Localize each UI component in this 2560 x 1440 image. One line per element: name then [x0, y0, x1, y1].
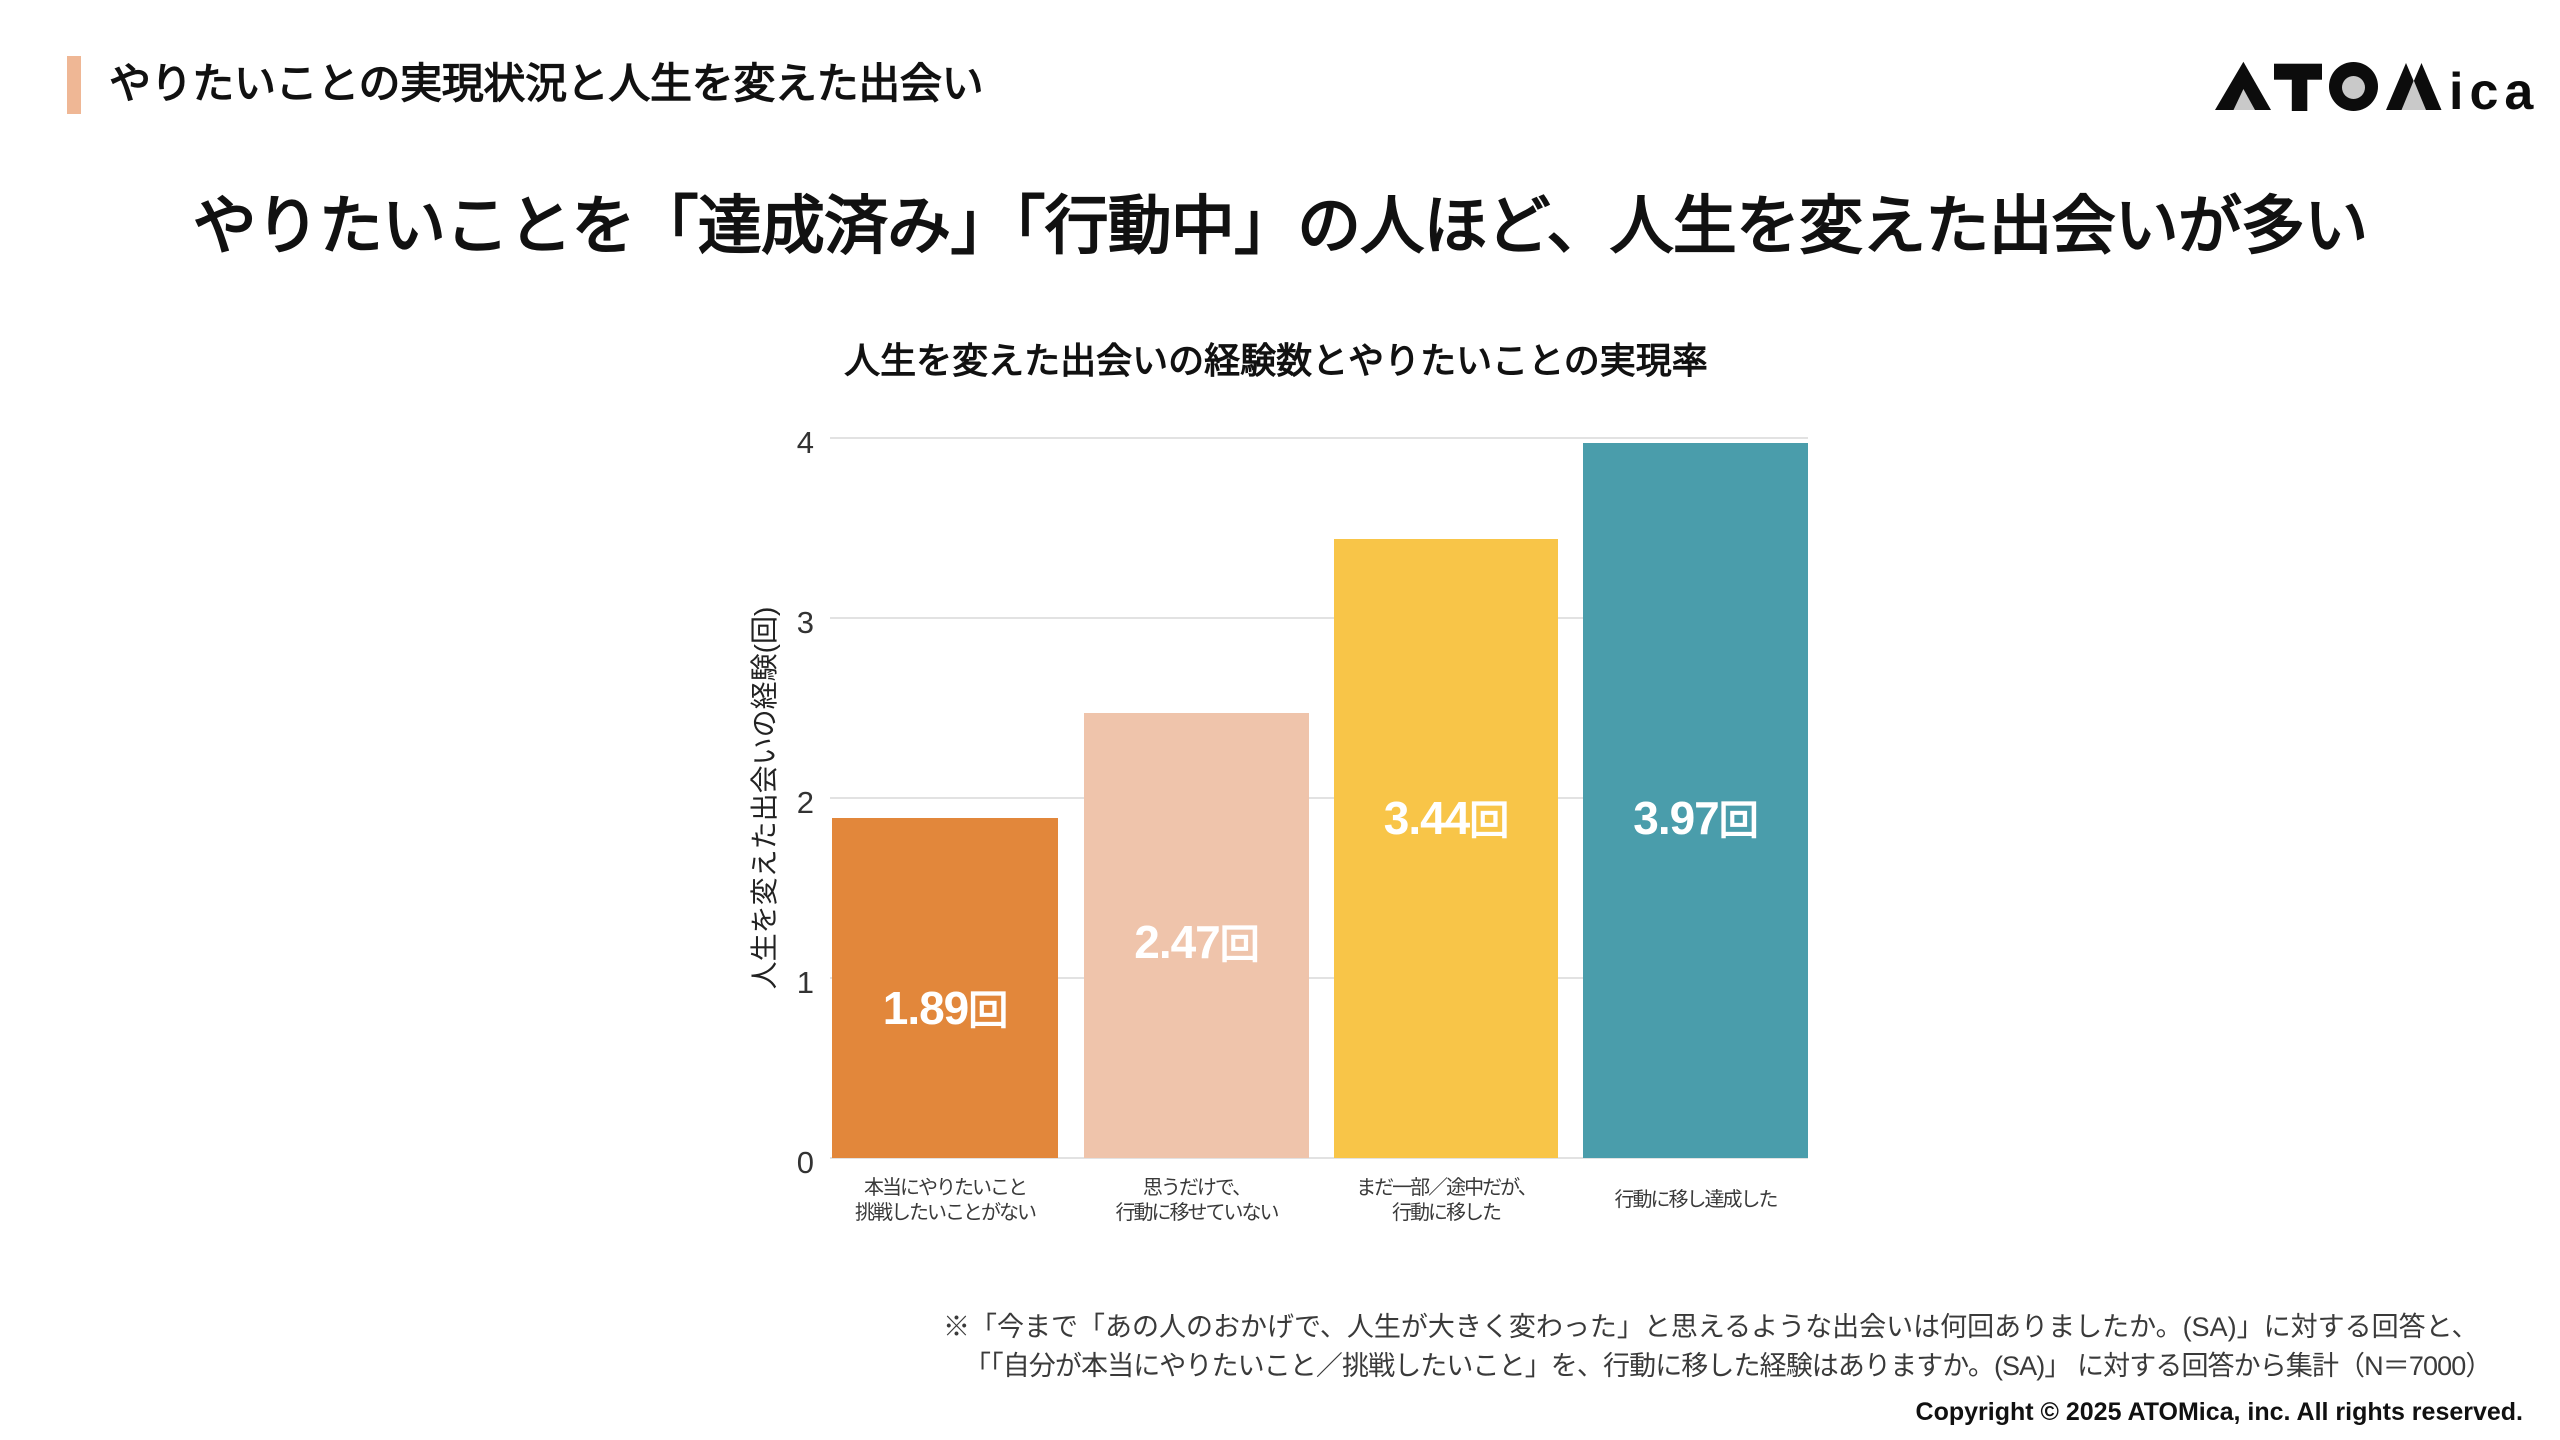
svg-text:ica: ica [2449, 63, 2539, 118]
